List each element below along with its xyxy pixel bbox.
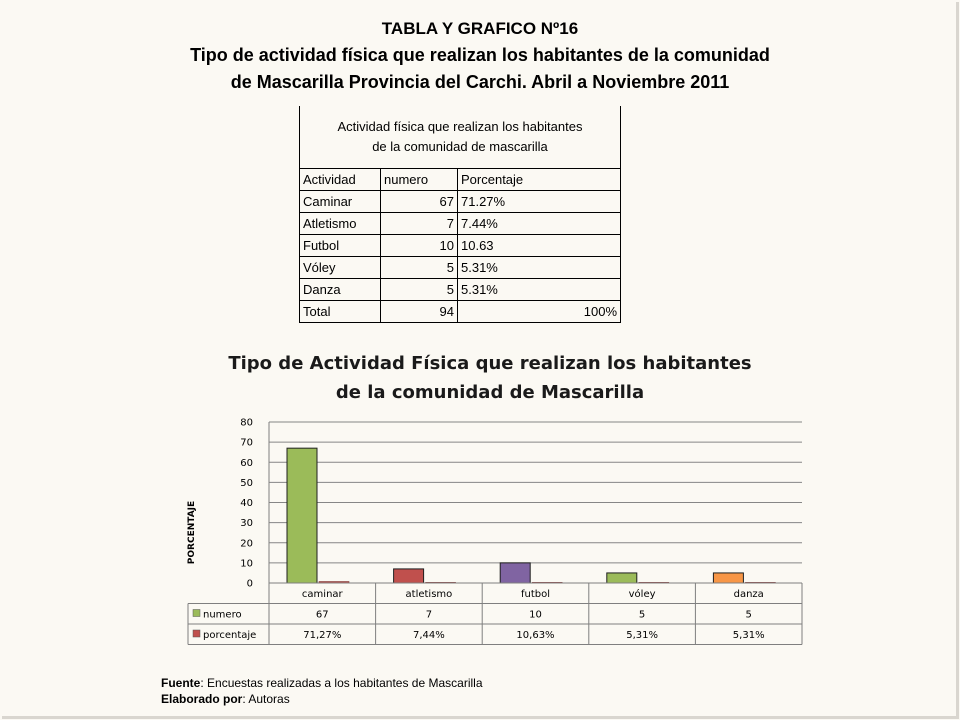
data-label-numero: 5 [639, 610, 645, 621]
y-tick-label: 30 [240, 518, 253, 529]
header-title-line1: Tipo de actividad física que realizan lo… [190, 45, 770, 65]
table-cell-porcentaje: 7.44% [457, 212, 621, 235]
author-text: : Autoras [242, 692, 290, 706]
chart-title-line1: Tipo de Actividad Física que realizan lo… [228, 353, 752, 374]
bar-numero [286, 447, 318, 584]
legend-swatch-porcentaje [192, 629, 201, 638]
y-tick-label: 0 [247, 579, 253, 590]
source-text: : Encuestas realizadas a los habitantes … [200, 676, 483, 690]
table-row: Atletismo 7 7.44% [299, 212, 621, 235]
bar-numero [712, 572, 744, 584]
data-label-porcentaje: 5,31% [733, 630, 765, 641]
header-title-line2: de Mascarilla Provincia del Carchi. Abri… [230, 72, 730, 92]
y-tick-label: 50 [240, 478, 253, 489]
table-cell-actividad: Futbol [299, 234, 381, 257]
table-row: Danza 5 5.31% [299, 278, 621, 301]
data-label-numero: 5 [746, 610, 752, 621]
source-label: Fuente [161, 676, 201, 690]
y-tick-label: 10 [240, 558, 253, 569]
bar-numero [606, 572, 638, 584]
table-cell-actividad: Vóley [299, 256, 381, 279]
author-note: Elaborado por: Autoras [161, 692, 290, 706]
table-total-row: Total 94 100% [299, 300, 621, 323]
y-tick-label: 40 [240, 498, 253, 509]
y-tick-label: 80 [240, 418, 253, 429]
bar-chart: 0 10 20 30 40 50 60 70 80 PORCENTAJE caminar atleti… [187, 418, 803, 645]
data-label-porcentaje: 7,44% [413, 630, 445, 641]
table-caption: Actividad física que realizan los habita… [299, 106, 621, 169]
table-cell-numero: 7 [380, 212, 458, 235]
table-cell-numero: 5 [380, 278, 458, 301]
table-header-porcentaje: Porcentaje [457, 168, 621, 191]
table-total-porcentaje: 100% [457, 300, 621, 323]
table-cell-porcentaje: 10.63 [457, 234, 621, 257]
table-caption-line1: Actividad física que realizan los habita… [337, 119, 583, 134]
x-tick-label: atletismo [406, 589, 453, 600]
source-note: Fuente: Encuestas realizadas a los habit… [161, 676, 483, 690]
y-axis-label: PORCENTAJE [187, 501, 197, 564]
table-cell-actividad: Caminar [299, 190, 381, 213]
author-label: Elaborado por [161, 692, 243, 706]
data-label-porcentaje: 10,63% [516, 630, 554, 641]
table-cell-actividad: Atletismo [299, 212, 381, 235]
bar-numero [393, 568, 425, 584]
y-tick-label: 70 [240, 438, 253, 449]
activity-table: Actividad física que realizan los habita… [299, 106, 621, 323]
chart-title-line2: de la comunidad de Mascarilla [335, 382, 645, 403]
data-label-numero: 67 [316, 610, 329, 621]
legend-swatch-numero [192, 609, 201, 617]
table-row: Vóley 5 5.31% [299, 256, 621, 279]
table-row: Futbol 10 10.63 [299, 234, 621, 257]
table-cell-numero: 67 [380, 190, 458, 213]
x-tick-label: futbol [521, 589, 550, 600]
header-table-number: TABLA Y GRAFICO Nº16 [381, 19, 579, 38]
data-label-porcentaje: 5,31% [626, 630, 658, 641]
table-cell-numero: 10 [380, 234, 458, 257]
table-total-numero: 94 [380, 300, 458, 323]
x-tick-label: vóley [629, 588, 656, 600]
table-cell-porcentaje: 5.31% [457, 256, 621, 279]
legend-label-numero: numero [203, 610, 242, 621]
x-tick-label: danza [734, 589, 764, 600]
bar-numero [499, 562, 531, 584]
table-cell-numero: 5 [380, 256, 458, 279]
table-cell-porcentaje: 71.27% [457, 190, 621, 213]
y-tick-label: 60 [240, 458, 253, 469]
data-label-numero: 7 [426, 610, 432, 621]
table-header-actividad: Actividad [299, 168, 381, 191]
table-caption-line2: de la comunidad de mascarilla [372, 139, 548, 154]
legend-label-porcentaje: porcentaje [203, 630, 256, 641]
y-tick-label: 20 [240, 538, 253, 549]
table-cell-porcentaje: 5.31% [457, 278, 621, 301]
table-header-numero: numero [380, 168, 458, 191]
x-tick-label: caminar [302, 589, 344, 600]
table-header-row: Actividad numero Porcentaje [299, 168, 621, 191]
table-total-label: Total [299, 300, 381, 323]
data-label-numero: 10 [529, 610, 542, 621]
data-label-porcentaje: 71,27% [303, 630, 341, 641]
table-row: Caminar 67 71.27% [299, 190, 621, 213]
table-cell-actividad: Danza [299, 278, 381, 301]
